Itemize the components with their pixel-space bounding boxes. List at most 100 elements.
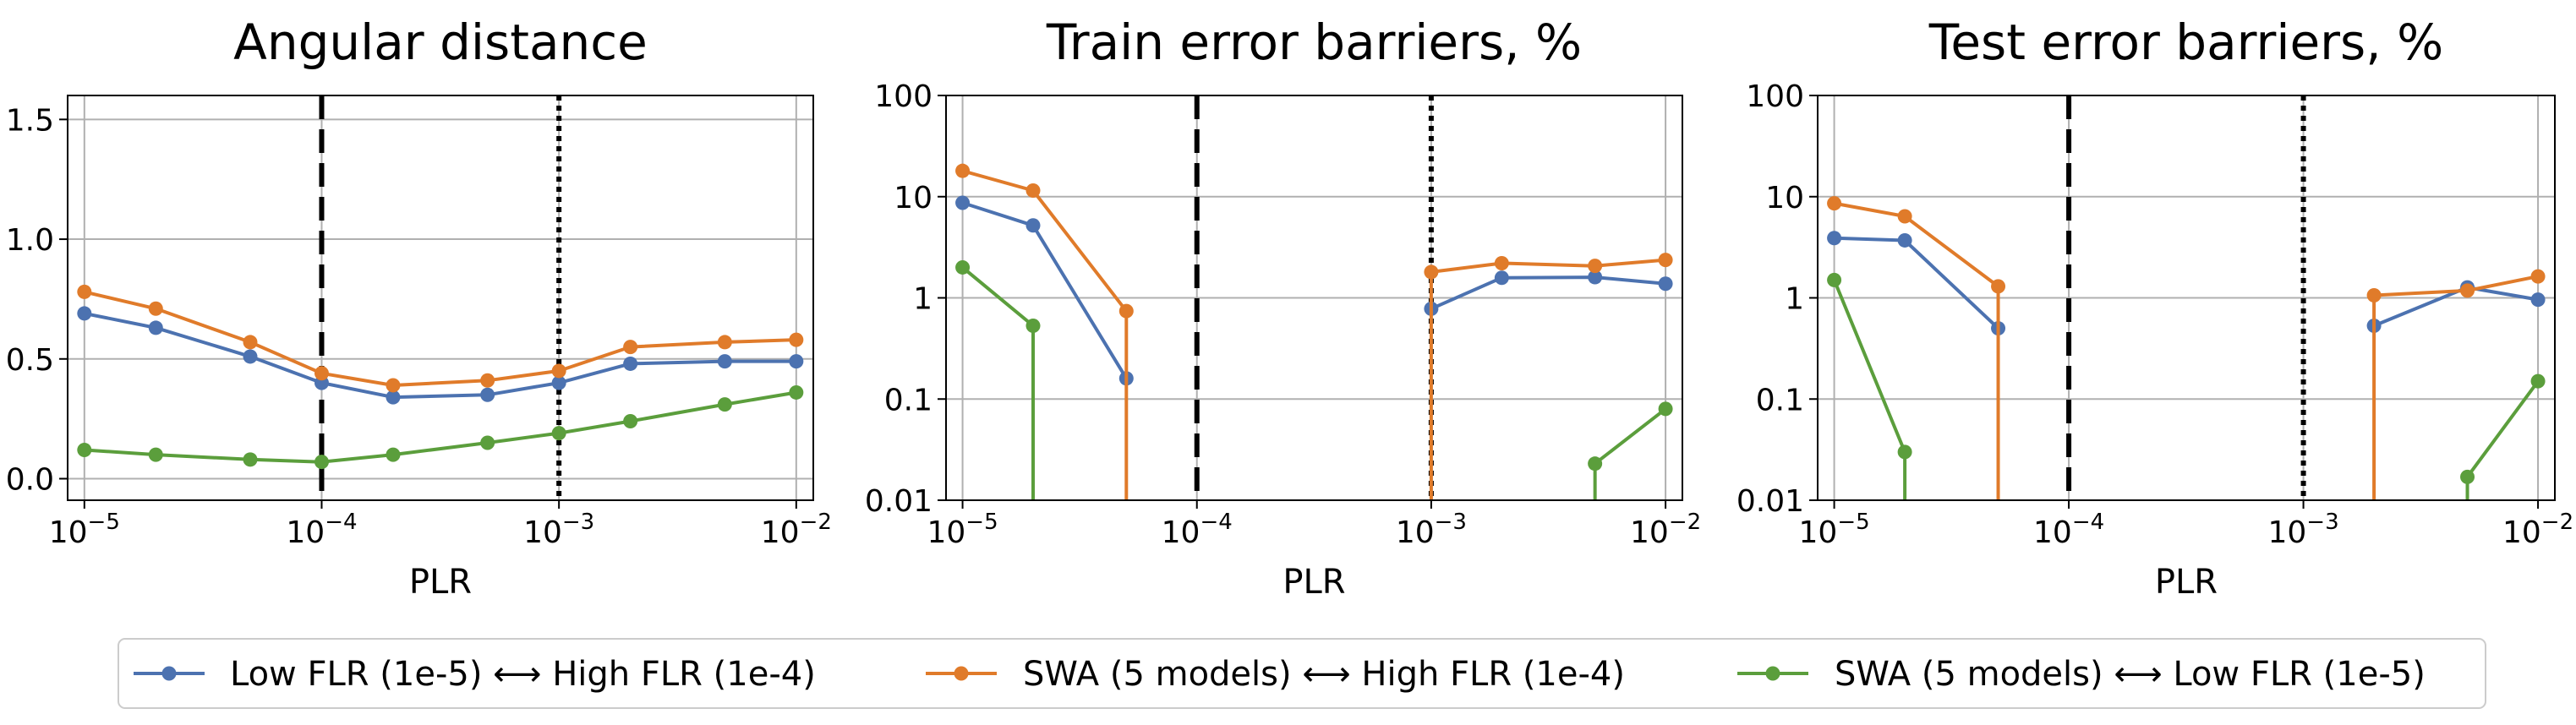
data-point (1827, 272, 1842, 287)
data-point (1118, 303, 1134, 319)
data-point (2530, 292, 2546, 308)
data-point (1658, 401, 1673, 417)
x-tick-label: 10−5 (1799, 510, 1870, 550)
data-point (77, 306, 92, 321)
axes-frame (67, 95, 814, 501)
y-tick-label: 0.0 (6, 462, 54, 497)
data-point (77, 442, 92, 457)
x-tick-label: 10−3 (523, 510, 594, 550)
data-point (1897, 209, 1912, 224)
data-point (1658, 253, 1673, 268)
data-point (1025, 319, 1041, 334)
data-point (1588, 270, 1603, 285)
x-tick-label: 10−5 (49, 510, 120, 550)
series-line (1430, 258, 1666, 274)
chart-panel-2: Train error barriers, % 10−5 10−4 10−3 10−2 0… (865, 14, 1701, 602)
y-tick-label: 0.1 (884, 383, 933, 417)
data-point (551, 375, 566, 390)
x-tick-label: 10−2 (1630, 510, 1701, 550)
y-tick-label: 100 (1746, 79, 1804, 114)
series-orange (1827, 196, 2546, 500)
x-axis-label: PLR (2155, 563, 2218, 602)
data-point (243, 349, 258, 364)
y-tick-label: 1.5 (6, 103, 54, 138)
x-tick-label: 10−3 (2267, 510, 2338, 550)
data-point (717, 354, 732, 369)
legend-marker (954, 666, 969, 681)
legend-marker (161, 666, 177, 681)
data-point (386, 447, 401, 462)
data-point (1991, 279, 2006, 294)
series-line (84, 290, 796, 387)
y-tick-label: 1.0 (6, 223, 54, 258)
series-orange (955, 163, 1673, 500)
legend: Low FLR (1e-5) ⟷ High FLR (1e-4) SWA (5 m… (118, 638, 2486, 709)
data-point (480, 435, 495, 450)
data-point (148, 301, 163, 316)
data-point (717, 335, 732, 350)
data-point (789, 384, 804, 400)
data-point (623, 413, 638, 428)
y-tick-label: 10 (1765, 181, 1804, 215)
series-line (1834, 201, 1999, 288)
data-point (1494, 255, 1509, 270)
data-point (623, 340, 638, 355)
data-point (955, 163, 971, 178)
y-tick-label: 0.5 (6, 343, 54, 378)
x-axis-label: PLR (409, 563, 472, 602)
x-tick-label: 10−2 (2502, 510, 2573, 550)
data-point (1658, 276, 1673, 292)
data-point (1025, 218, 1041, 233)
series-line (961, 265, 1035, 328)
series-blue (955, 195, 1673, 386)
legend-marker (1765, 666, 1780, 681)
legend-label: Low FLR (1e-5) ⟷ High FLR (1e-4) (230, 655, 816, 694)
series-line (84, 311, 796, 400)
series-green (955, 259, 1673, 500)
x-axis-label: PLR (1283, 563, 1345, 602)
data-point (2530, 373, 2546, 389)
legend-entry-blue: Low FLR (1e-5) ⟷ High FLR (1e-4) (134, 655, 816, 694)
y-tick-label: 100 (874, 79, 933, 114)
y-tick-label: 10 (894, 181, 933, 215)
series-green (77, 384, 804, 470)
data-point (551, 426, 566, 441)
legend-frame (118, 638, 2486, 709)
data-point (1424, 264, 1439, 280)
legend-entry-green: SWA (5 models) ⟷ Low FLR (1e-5) (1737, 655, 2426, 694)
data-point (1897, 232, 1912, 248)
data-point (77, 284, 92, 299)
chart-title: Angular distance (233, 14, 648, 71)
data-point (1025, 183, 1041, 198)
axes-frame (945, 95, 1683, 501)
data-point (148, 447, 163, 462)
y-tick-label: 1 (1785, 282, 1804, 317)
x-tick-label: 10−4 (286, 510, 357, 550)
data-point (955, 195, 971, 210)
series-line (2465, 380, 2540, 478)
chart-title: Test error barriers, % (1928, 14, 2443, 71)
series-line (1834, 236, 1999, 330)
data-point (314, 455, 329, 470)
data-point (551, 363, 566, 379)
y-tick-label: 0.1 (1756, 383, 1804, 417)
data-point (314, 366, 329, 381)
data-point (480, 373, 495, 388)
data-point (1827, 231, 1842, 246)
x-tick-label: 10−4 (2033, 510, 2104, 550)
data-point (148, 320, 163, 335)
data-point (243, 335, 258, 350)
data-point (1588, 259, 1603, 274)
data-point (386, 390, 401, 405)
data-point (623, 356, 638, 371)
data-point (2460, 469, 2475, 484)
series-line (84, 390, 797, 464)
series-orange (77, 284, 804, 393)
data-point (1827, 196, 1842, 211)
legend-label: SWA (5 models) ⟷ High FLR (1e-4) (1023, 655, 1625, 694)
x-tick-label: 10−5 (927, 510, 998, 550)
legend-label: SWA (5 models) ⟷ Low FLR (1e-5) (1835, 655, 2426, 694)
axes-frame (1817, 95, 2556, 501)
series-line (961, 201, 1129, 379)
